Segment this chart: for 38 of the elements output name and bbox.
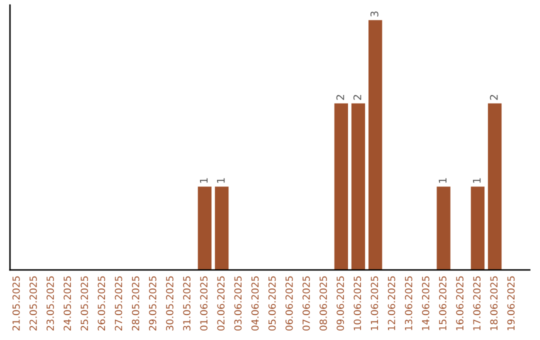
data-label: 2 [336,95,344,100]
data-label: 1 [438,178,446,183]
x-tick-label: 27.05.2025 [114,276,122,330]
x-tick-label: 12.06.2025 [388,276,396,330]
data-label: 2 [490,95,498,100]
x-tick-label: 04.06.2025 [251,276,259,331]
x-tick-label: 16.06.2025 [456,276,464,330]
x-tick-label: 06.06.2025 [285,276,293,331]
x-tick-label: 24.05.2025 [64,276,71,330]
x-tick-label: 26.05.2025 [98,276,106,330]
x-tick-label: 03.06.2025 [234,276,242,331]
data-label: 1 [472,178,481,183]
x-tick-label: 10.06.2025 [354,276,362,330]
x-tick-label: 19.06.2025 [507,276,515,330]
data-label: 1 [217,178,225,183]
x-tick-label: 23.05.2025 [46,276,54,330]
x-tick-label: 25.05.2025 [80,276,88,330]
x-tick-label: 09.06.2025 [336,276,344,331]
x-tick-label: 05.06.2025 [268,276,276,331]
x-tick-label: 18.06.2025 [490,276,498,330]
x-tick-label: 29.05.2025 [148,276,156,330]
x-tick-label: 11.06.2025 [370,276,378,330]
data-label: 3 [370,12,378,17]
x-tick-label: 14.06.2025 [422,276,430,330]
x-tick-label: 22.05.2025 [30,276,37,330]
x-tick-label: 01.06.2025 [200,276,208,331]
x-tick-label: 08.06.2025 [320,276,327,331]
x-tick-label: 02.06.2025 [217,276,225,331]
x-tick-label: 13.06.2025 [404,276,412,330]
x-tick-label: 28.05.2025 [132,276,140,330]
data-label: 1 [200,178,208,183]
x-tick-label: 17.06.2025 [473,276,481,330]
x-tick-label: 21.05.2025 [12,276,20,330]
data-label: 2 [353,95,362,100]
x-tick-label: 07.06.2025 [302,276,310,331]
x-tick-label: 30.05.2025 [166,276,174,330]
x-tick-label: 15.06.2025 [439,276,446,330]
x-tick-label: 31.05.2025 [183,276,190,330]
